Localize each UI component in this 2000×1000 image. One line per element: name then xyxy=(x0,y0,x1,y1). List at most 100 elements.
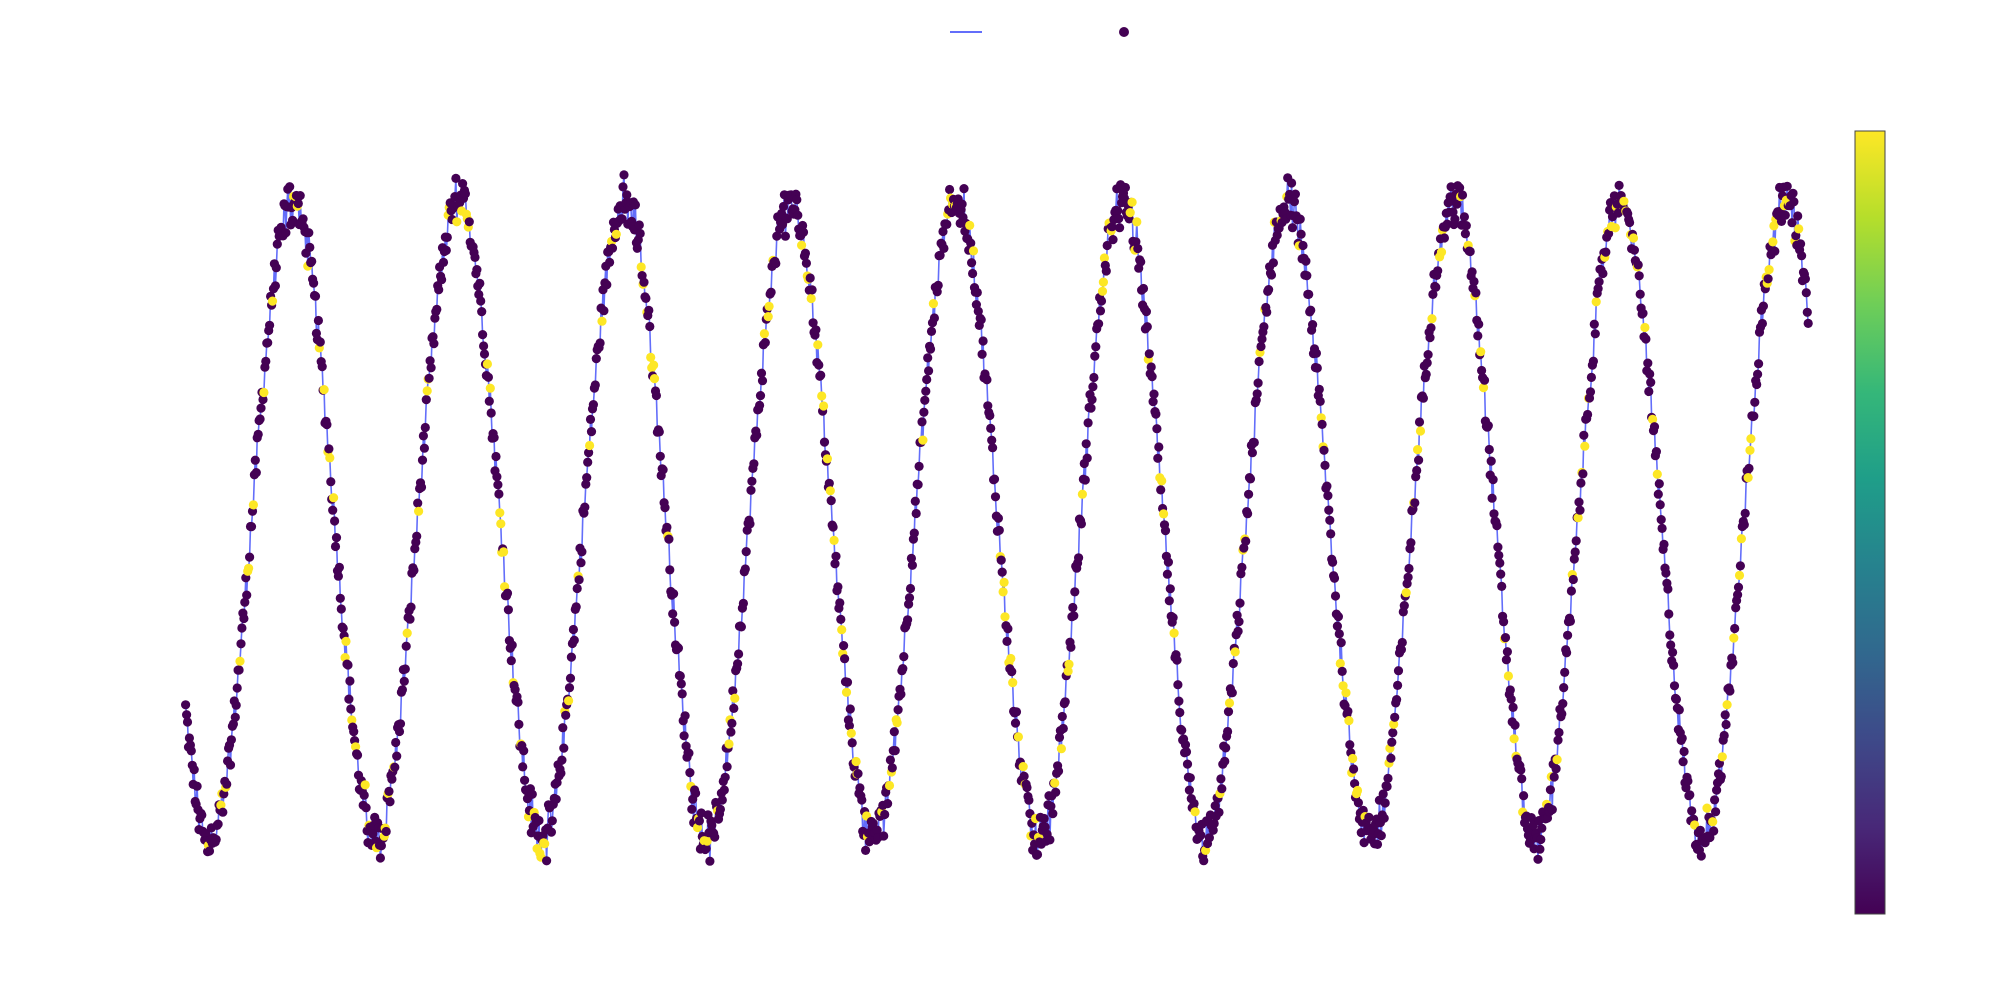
data-point xyxy=(1734,570,1745,581)
data-point xyxy=(1570,547,1580,557)
data-point xyxy=(211,834,221,845)
data-point xyxy=(907,560,918,570)
data-point xyxy=(1496,569,1506,579)
data-point xyxy=(1746,434,1756,444)
data-point xyxy=(822,454,833,464)
data-point xyxy=(839,641,849,651)
data-point xyxy=(1066,642,1076,652)
data-point xyxy=(807,285,817,295)
data-point xyxy=(782,214,792,224)
data-point xyxy=(1601,247,1611,257)
data-point xyxy=(375,853,385,863)
data-point xyxy=(909,528,919,538)
data-point xyxy=(1719,730,1729,741)
data-point xyxy=(999,577,1009,588)
data-point xyxy=(580,502,590,512)
data-point xyxy=(335,593,345,603)
data-point xyxy=(1115,223,1125,233)
data-point xyxy=(1787,218,1797,228)
data-point xyxy=(825,486,835,496)
legend-marker-swatch[interactable] xyxy=(1119,27,1129,37)
data-point xyxy=(1254,356,1264,367)
data-point xyxy=(1533,854,1543,864)
data-point xyxy=(817,391,827,401)
data-point xyxy=(1220,756,1230,766)
data-point xyxy=(1379,813,1389,823)
data-point xyxy=(1159,509,1169,519)
data-point xyxy=(527,789,537,799)
data-point xyxy=(702,836,712,846)
data-point xyxy=(1235,598,1245,608)
data-point xyxy=(922,374,932,385)
data-point xyxy=(619,170,629,180)
data-point xyxy=(1007,667,1017,677)
data-point xyxy=(1460,229,1470,239)
data-point xyxy=(502,588,513,598)
data-point xyxy=(1136,257,1146,267)
data-point xyxy=(1754,359,1764,369)
data-point xyxy=(752,430,762,440)
data-point xyxy=(551,794,561,804)
data-point xyxy=(1486,456,1496,466)
data-point xyxy=(520,775,530,785)
data-point xyxy=(634,220,644,230)
data-point xyxy=(1146,362,1156,372)
series-markers xyxy=(181,170,1813,866)
data-point xyxy=(1410,498,1420,508)
data-point xyxy=(1505,685,1515,695)
data-point xyxy=(1610,223,1620,233)
data-point xyxy=(896,689,906,699)
data-point xyxy=(1006,653,1016,664)
data-point xyxy=(325,453,335,463)
data-point xyxy=(1069,611,1079,621)
data-point xyxy=(727,718,737,729)
data-point xyxy=(1493,542,1503,552)
data-point xyxy=(840,654,850,664)
data-point xyxy=(572,583,582,594)
data-point xyxy=(295,191,305,201)
data-point xyxy=(569,635,579,645)
data-point xyxy=(1060,697,1070,707)
data-point xyxy=(1296,229,1306,239)
data-point xyxy=(655,451,665,461)
data-point xyxy=(1081,439,1091,449)
data-point xyxy=(242,590,252,600)
data-point xyxy=(1789,197,1799,207)
data-point xyxy=(1160,526,1171,536)
data-point xyxy=(1132,217,1142,227)
data-point xyxy=(1629,245,1639,255)
data-point xyxy=(1428,289,1438,299)
data-point xyxy=(1503,671,1513,681)
data-point xyxy=(1474,319,1484,329)
data-point xyxy=(1664,609,1674,619)
data-point xyxy=(618,182,628,192)
data-point xyxy=(972,287,982,298)
data-point xyxy=(841,687,852,697)
data-point xyxy=(759,329,770,339)
data-point xyxy=(1101,266,1111,276)
data-point xyxy=(1196,830,1206,840)
data-point xyxy=(1018,762,1028,772)
data-point xyxy=(1243,509,1253,519)
data-point xyxy=(499,547,509,557)
data-point xyxy=(997,567,1007,577)
data-point xyxy=(1442,219,1452,229)
data-point xyxy=(1217,784,1227,794)
data-point xyxy=(1364,812,1374,822)
data-point xyxy=(808,318,818,328)
data-point xyxy=(755,391,766,401)
data-point xyxy=(701,843,711,854)
data-point xyxy=(1096,296,1107,306)
data-point xyxy=(903,615,913,625)
data-point xyxy=(685,768,695,778)
data-point xyxy=(240,597,250,607)
data-point xyxy=(1803,318,1813,328)
data-point xyxy=(1492,521,1502,531)
plot-area xyxy=(181,170,1813,866)
data-point xyxy=(464,217,474,227)
data-point xyxy=(1216,774,1226,784)
data-point xyxy=(1418,393,1428,403)
data-point xyxy=(437,275,447,285)
data-point xyxy=(740,564,750,574)
data-point xyxy=(1593,284,1603,294)
